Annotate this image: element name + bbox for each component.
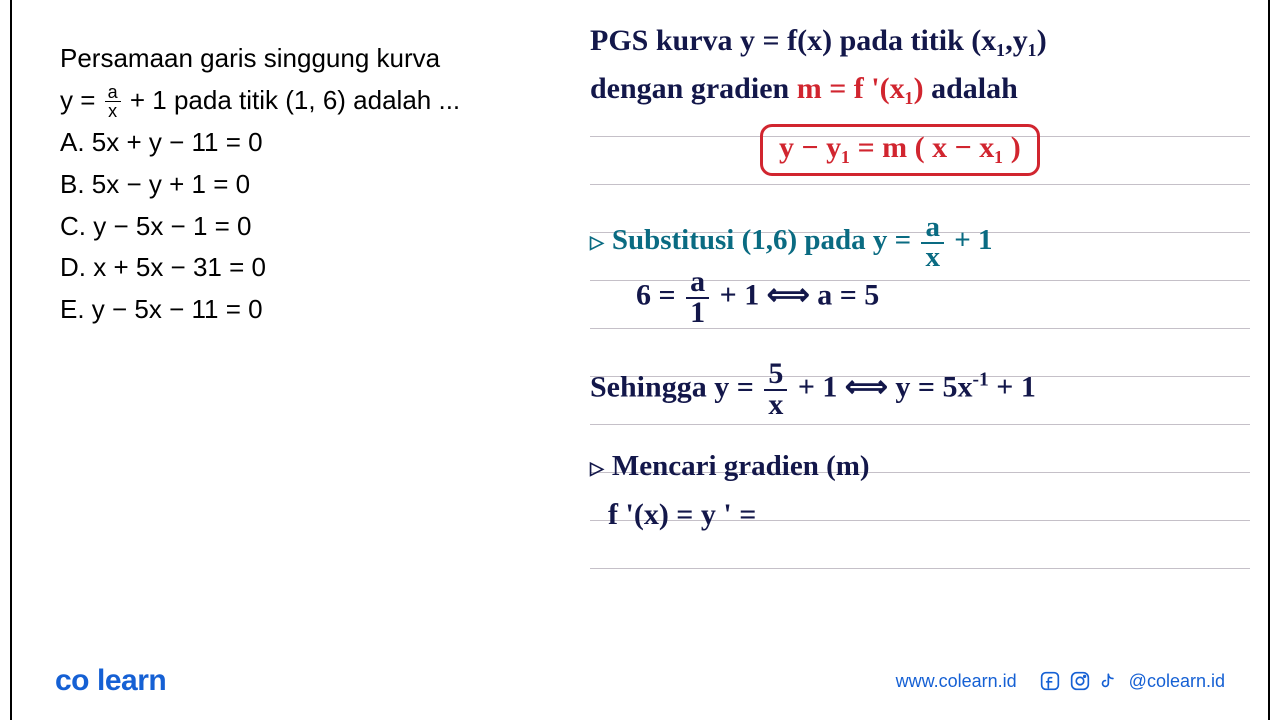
hw-line-7: ▷ Mencari gradien (m) <box>590 450 870 483</box>
brand-logo: colearn <box>55 664 166 698</box>
hw-frac-5x-n: 5 <box>764 360 787 391</box>
hw-frac-ax-n: a <box>921 214 944 244</box>
hw-frac-a1-d: 1 <box>686 299 709 328</box>
hw-line-7-text: Mencari gradien (m) <box>612 450 870 482</box>
question-equation: y = ax + 1 pada titik (1, 6) adalah ... <box>60 82 520 121</box>
hw-line-6b: + 1 ⟺ y = 5x <box>790 370 972 403</box>
hw-frac-a1: a1 <box>686 268 709 327</box>
hw-frac-5x: 5x <box>764 360 787 419</box>
triangle-icon-2: ▷ <box>590 458 604 479</box>
fraction-a-over-x: ax <box>105 83 121 120</box>
option-a: A. 5x + y − 11 = 0 <box>60 124 520 162</box>
hw-line-5: 6 = a1 + 1 ⟺ a = 5 <box>636 268 879 327</box>
footer-right: www.colearn.id @colearn.id <box>896 670 1225 692</box>
hw-line-2c: adalah <box>924 72 1018 105</box>
hw-line-2a: dengan gradien <box>590 72 797 105</box>
hw-line-8: f '(x) = y ' = <box>608 498 756 532</box>
option-e: E. y − 5x − 11 = 0 <box>60 291 520 329</box>
hw-line-6: Sehingga y = 5x + 1 ⟺ y = 5x-1 + 1 <box>590 360 1036 419</box>
hw-line-2: dengan gradien m = f '(x₁) adalah <box>590 72 1018 106</box>
hw-line-6a: Sehingga y = <box>590 370 761 403</box>
eq-prefix: y = <box>60 85 103 115</box>
option-c: C. y − 5x − 1 = 0 <box>60 208 520 246</box>
question-line-1: Persamaan garis singgung kurva <box>60 40 520 78</box>
facebook-icon <box>1039 670 1061 692</box>
footer: colearn www.colearn.id @colearn.id <box>55 664 1225 698</box>
option-b: B. 5x − y + 1 = 0 <box>60 166 520 204</box>
frac-den: x <box>105 102 121 120</box>
hw-line-6c: + 1 <box>989 370 1036 403</box>
instagram-icon <box>1069 670 1091 692</box>
logo-part-a: co <box>55 664 89 697</box>
tiktok-icon <box>1099 670 1121 692</box>
frac-num: a <box>105 83 121 102</box>
hw-line-6-sup: -1 <box>973 369 989 390</box>
hw-frac-a1-n: a <box>686 268 709 299</box>
logo-part-b: learn <box>97 664 166 697</box>
hw-frac-ax: ax <box>921 214 944 271</box>
hw-formula: y − y₁ = m ( x − x₁ ) <box>760 124 1040 176</box>
option-d: D. x + 5x − 31 = 0 <box>60 249 520 287</box>
hw-line-4: ▷ Substitusi (1,6) pada y = ax + 1 <box>590 214 993 271</box>
hw-line-4a: Substitusi (1,6) pada y = <box>612 224 919 256</box>
social-handle: @colearn.id <box>1129 671 1225 692</box>
hw-formula-box: y − y₁ = m ( x − x₁ ) <box>760 124 1040 176</box>
triangle-icon: ▷ <box>590 232 604 253</box>
hw-line-4b: + 1 <box>947 224 993 256</box>
eq-suffix: + 1 pada titik (1, 6) adalah ... <box>123 85 460 115</box>
hw-line-1: PGS kurva y = f(x) pada titik (x₁,y₁) <box>590 24 1047 58</box>
footer-url: www.colearn.id <box>896 671 1017 692</box>
hw-frac-5x-d: x <box>764 391 787 420</box>
hw-frac-ax-d: x <box>921 244 944 272</box>
hw-line-2-red: m = f '(x₁) <box>797 72 924 105</box>
hw-line-5b: + 1 ⟺ a = 5 <box>712 278 879 311</box>
question-panel: Persamaan garis singgung kurva y = ax + … <box>60 40 520 333</box>
hw-line-5a: 6 = <box>636 278 683 311</box>
social-icons: @colearn.id <box>1039 670 1225 692</box>
